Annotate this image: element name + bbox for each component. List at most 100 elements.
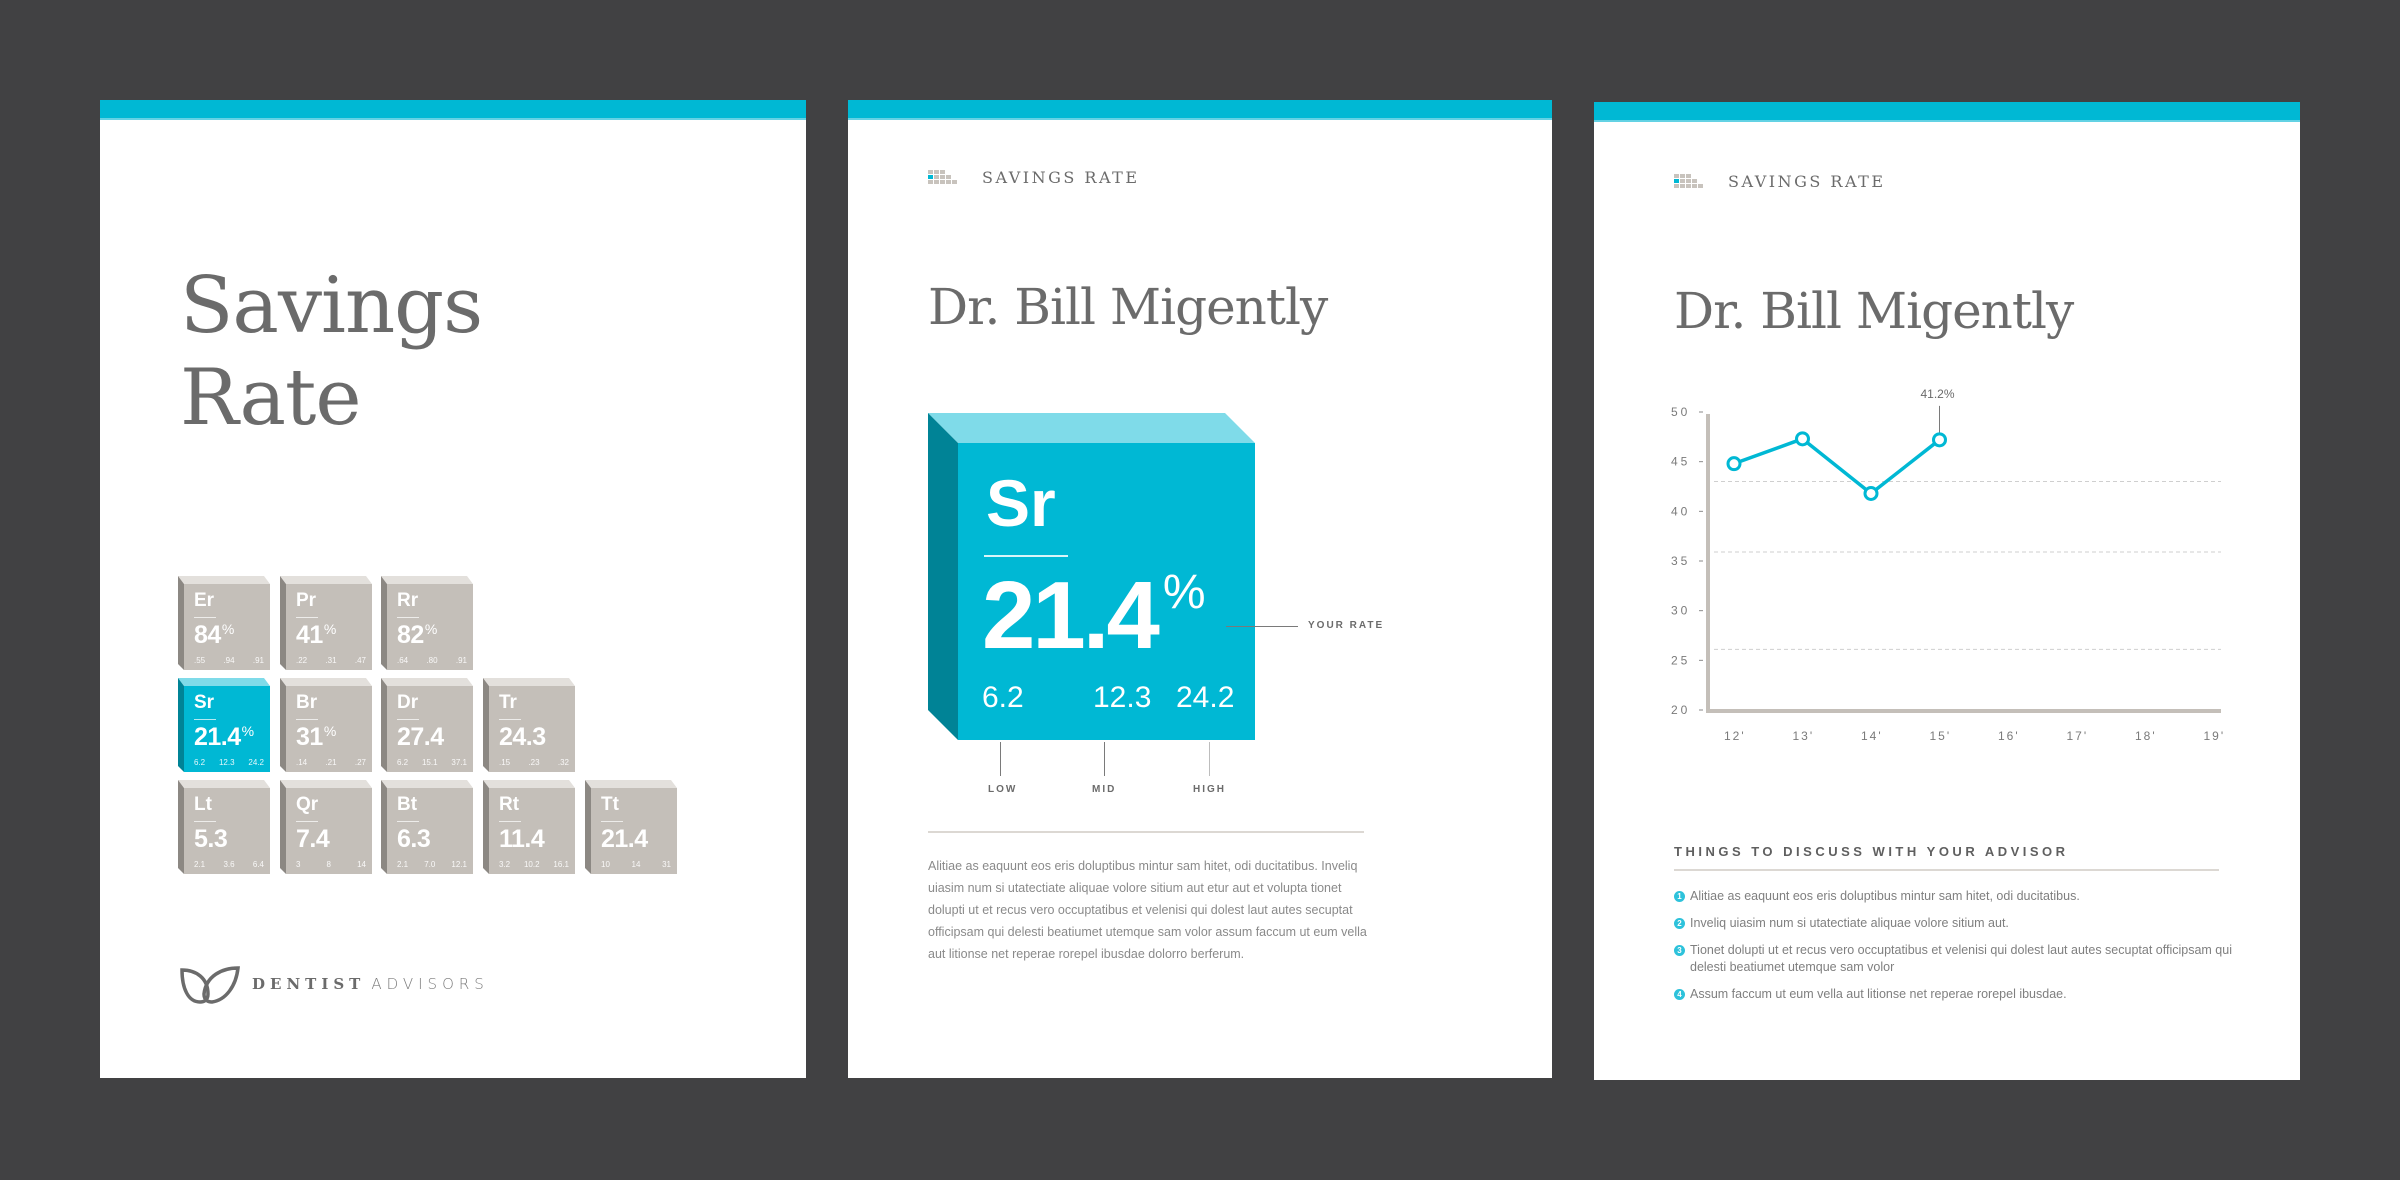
- tile-subvalues: 6.2 12.3 24.2: [194, 758, 264, 767]
- your-rate-leader-line: [1226, 626, 1298, 627]
- doctor-name: Dr. Bill Migently: [1674, 282, 2074, 340]
- tile-subvalues: 10 14 31: [601, 860, 671, 869]
- svg-text:50: 50: [1671, 405, 1690, 419]
- detail-page: SAVINGS RATE Dr. Bill Migently Sr 21.4% …: [848, 100, 1552, 1078]
- discuss-item: 1 Alitiae as eaquunt eos eris doluptibus …: [1674, 888, 2234, 905]
- trend-page: SAVINGS RATE Dr. Bill Migently 50 45 40 35 3…: [1594, 102, 2300, 1080]
- tile-value: 6.3: [397, 825, 431, 853]
- accent-bar: [1594, 102, 2300, 122]
- low-label: LOW: [988, 784, 1018, 795]
- svg-text:25: 25: [1671, 653, 1690, 667]
- high-leader-line: [1209, 742, 1210, 776]
- tile-symbol: Qr: [296, 794, 319, 815]
- mid-leader-line: [1104, 742, 1105, 776]
- description-paragraph: Alitiae as eaquunt eos eris doluptibus m…: [928, 859, 1367, 961]
- number-badge-icon: 2: [1674, 918, 1685, 929]
- tile-value: 7.4: [296, 825, 330, 853]
- tile-value: 41%: [296, 621, 336, 649]
- svg-text:20: 20: [1671, 703, 1690, 717]
- tile-symbol: Dr: [397, 692, 419, 713]
- number-badge-icon: 4: [1674, 989, 1685, 1000]
- discuss-item: 3 Tionet dolupti ut et recus vero occupta…: [1674, 942, 2234, 976]
- cover-title-line1: Savings: [180, 261, 483, 351]
- cube-low-value: 6.2: [982, 681, 1024, 714]
- divider: [928, 831, 1364, 833]
- tile-value: 21.4%: [194, 723, 254, 751]
- your-rate-label: YOUR RATE: [1308, 620, 1385, 631]
- discuss-list: 1 Alitiae as eaquunt eos eris doluptibus …: [1674, 888, 2234, 1013]
- element-tile-lt: Lt 5.3 2.1 3.6 6.4: [178, 780, 270, 874]
- tile-symbol: Pr: [296, 590, 317, 611]
- logo-word-dentist: DENTIST: [252, 975, 366, 993]
- section-header: SAVINGS RATE: [1674, 172, 1886, 191]
- tile-symbol: Sr: [194, 692, 215, 713]
- svg-text:12': 12': [1724, 729, 1746, 743]
- tile-symbol: Er: [194, 590, 215, 611]
- tile-subvalues: 3 8 14: [296, 860, 366, 869]
- discuss-item: 2 Inveliq uiasim num si utatectiate aliqu…: [1674, 915, 2234, 932]
- element-tile-br: Br 31% .14.21.27: [280, 678, 372, 772]
- svg-text:41.2%: 41.2%: [1921, 387, 1955, 401]
- savings-rate-cube: Sr 21.4% 6.2 12.3 24.2: [928, 413, 1255, 740]
- element-tile-dr: Dr 27.4 6.2 15.1 37.1: [381, 678, 473, 772]
- section-header: SAVINGS RATE: [928, 168, 1140, 187]
- cube-symbol: Sr: [986, 466, 1056, 540]
- tile-symbol: Br: [296, 692, 318, 713]
- cube-high-value: 24.2: [1176, 681, 1235, 714]
- doctor-name: Dr. Bill Migently: [928, 278, 1328, 336]
- number-badge-icon: 1: [1674, 891, 1685, 902]
- svg-text:14': 14': [1861, 729, 1883, 743]
- element-tile-tr: Tr 24.3 .15.23.32: [483, 678, 575, 772]
- periodic-grid-icon: [928, 169, 960, 186]
- tile-symbol: Tt: [601, 794, 619, 815]
- mid-label: MID: [1092, 784, 1117, 795]
- accent-bar: [100, 100, 806, 120]
- tile-symbol: Tr: [499, 692, 517, 713]
- element-tile-bt: Bt 6.3 2.1 7.0 12.1: [381, 780, 473, 874]
- element-tile-qr: Qr 7.4 3 8 14: [280, 780, 372, 874]
- cover-title: Savings Rate: [180, 260, 483, 444]
- svg-text:18': 18': [2135, 729, 2157, 743]
- tile-value: 84%: [194, 621, 234, 649]
- svg-text:17': 17': [2067, 729, 2089, 743]
- tile-symbol: Bt: [397, 794, 418, 815]
- tile-value: 21.4: [601, 825, 648, 853]
- cube-mid-value: 12.3: [1093, 681, 1152, 714]
- discuss-item: 4 Assum faccum ut eum vella aut litionse …: [1674, 986, 2234, 1003]
- svg-text:35: 35: [1671, 554, 1690, 568]
- svg-text:19': 19': [2204, 729, 2226, 743]
- svg-text:40: 40: [1671, 504, 1690, 518]
- tile-subvalues: .22.31.47: [296, 656, 366, 665]
- tile-subvalues: .64.80.91: [397, 656, 467, 665]
- discuss-title: THINGS TO DISCUSS WITH YOUR ADVISOR: [1674, 844, 2069, 859]
- savings-trend-chart: 50 45 40 35 30 25 20 12' 13' 14' 15' 16' 17' 18' 19' 41…: [1594, 102, 2300, 1080]
- svg-text:16': 16': [1998, 729, 2020, 743]
- high-label: HIGH: [1193, 784, 1226, 795]
- tile-subvalues: .14.21.27: [296, 758, 366, 767]
- low-leader-line: [1000, 742, 1001, 776]
- cover-title-line2: Rate: [180, 353, 362, 443]
- tile-subvalues: 2.1 3.6 6.4: [194, 860, 264, 869]
- number-badge-icon: 3: [1674, 945, 1685, 956]
- element-tile-er: Er 84% .55.94.91: [178, 576, 270, 670]
- section-label: SAVINGS RATE: [982, 168, 1140, 187]
- tile-value: 11.4: [499, 825, 545, 853]
- element-tile-tt: Tt 21.4 10 14 31: [585, 780, 677, 874]
- element-tile-rt: Rt 11.4 3.2 10.2 16.1: [483, 780, 575, 874]
- tile-value: 27.4: [397, 723, 444, 751]
- divider: [1674, 869, 2219, 871]
- element-tile-pr: Pr 41% .22.31.47: [280, 576, 372, 670]
- logo-word-advisors: ADVISORS: [371, 975, 489, 993]
- section-label: SAVINGS RATE: [1728, 172, 1886, 191]
- line-chart: 50 45 40 35 30 25 20 12' 13' 14' 15' 16' 17' 18' 19' 41…: [1671, 387, 2226, 743]
- tile-symbol: Rr: [397, 590, 419, 611]
- svg-text:13': 13': [1793, 729, 1815, 743]
- leaf-logo-icon: [180, 966, 240, 1004]
- element-tile-rr: Rr 82% .64.80.91: [381, 576, 473, 670]
- tile-value: 5.3: [194, 825, 228, 853]
- tile-subvalues: 2.1 7.0 12.1: [397, 860, 467, 869]
- cube-value: 21.4%: [982, 562, 1206, 669]
- tile-subvalues: .55.94.91: [194, 656, 264, 665]
- tile-value: 24.3: [499, 723, 546, 751]
- tile-symbol: Lt: [194, 794, 212, 815]
